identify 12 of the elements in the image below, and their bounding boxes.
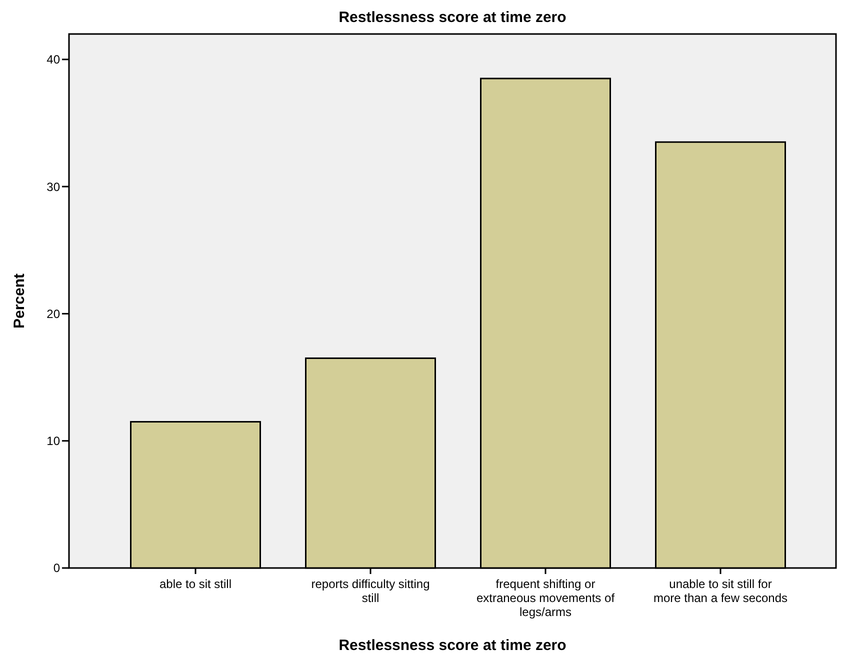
chart-title: Restlessness score at time zero: [338, 9, 566, 26]
y-axis-title: Percent: [11, 273, 28, 329]
x-tick-label: able to sit still: [159, 577, 232, 591]
y-tick-label: 40: [46, 52, 60, 67]
x-tick-label: unable to sit still for more than a few seconds: [653, 577, 788, 605]
y-tick-label: 20: [46, 306, 60, 321]
x-tick-label: reports difficulty sitting still: [311, 577, 430, 605]
y-tick-label: 30: [46, 180, 60, 194]
y-tick-label: 0: [53, 561, 60, 576]
x-tick-label: frequent shifting or extraneous movements of legs/arms: [476, 577, 616, 619]
x-axis-title: Restlessness score at time zero: [338, 637, 566, 654]
y-tick-label: 10: [46, 434, 60, 448]
